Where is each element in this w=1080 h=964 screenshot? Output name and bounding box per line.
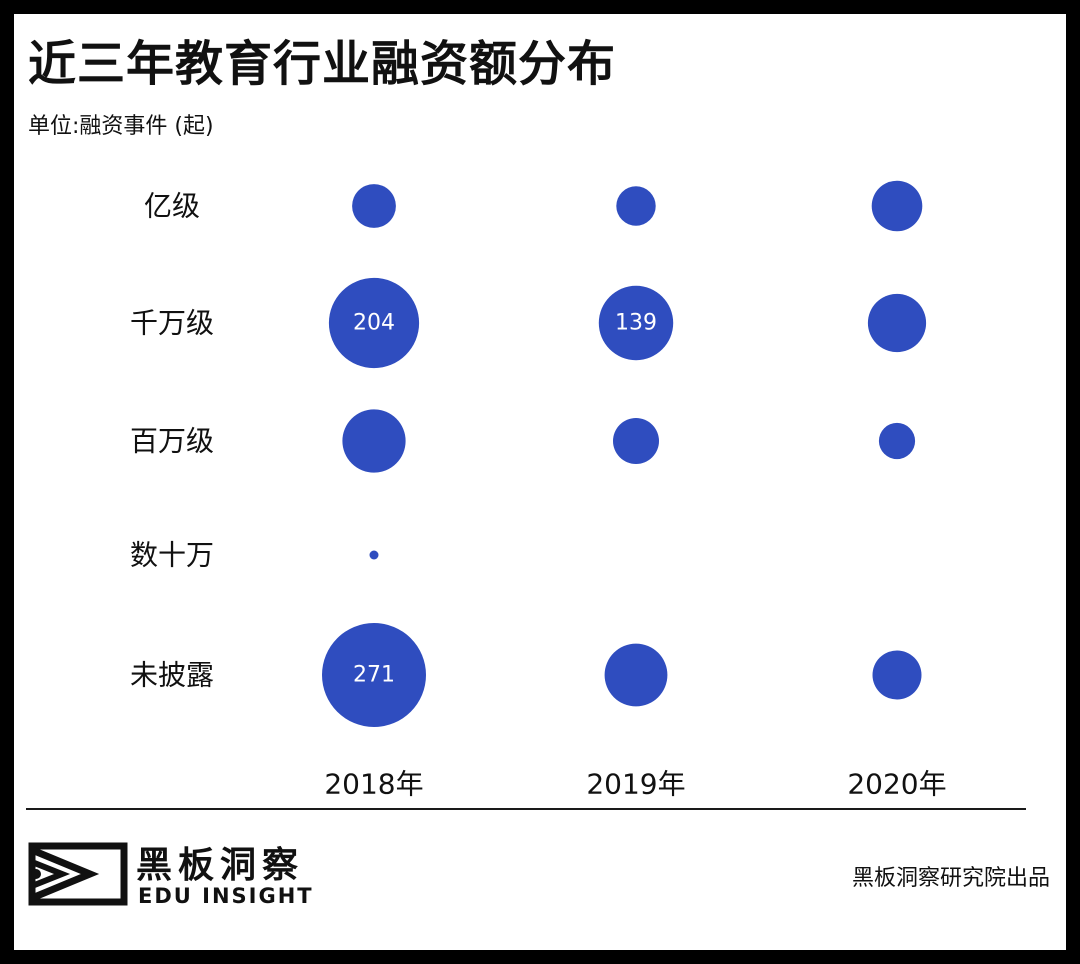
bubble-data-label: 271	[353, 663, 395, 688]
y-tick-label: 千万级	[130, 307, 214, 340]
chart-card	[14, 14, 1066, 950]
bubble-point	[328, 277, 420, 369]
bubble-point	[867, 293, 927, 353]
edu-insight-logo-icon	[28, 842, 128, 906]
bubble-point	[342, 409, 406, 473]
chart-subtitle: 单位:融资事件 (起)	[28, 114, 214, 139]
y-tick-label: 亿级	[144, 190, 200, 223]
x-tick-label: 2019年	[586, 768, 685, 801]
x-tick-label: 2018年	[324, 768, 423, 801]
bubble-data-label: 204	[353, 311, 395, 336]
chart-title: 近三年教育行业融资额分布	[28, 36, 617, 92]
y-tick-label: 未披露	[130, 659, 214, 692]
x-tick-label: 2020年	[847, 768, 946, 801]
credit-text: 黑板洞察研究院出品	[851, 866, 1050, 891]
bubble-point	[598, 285, 674, 361]
bubble-point	[369, 550, 379, 560]
footer-divider	[26, 808, 1026, 810]
bubble-point	[613, 418, 659, 464]
bubble-point	[871, 180, 923, 232]
brand-name-en: EDU INSIGHT	[138, 884, 314, 908]
brand-name-cn: 黑板洞察	[136, 845, 305, 886]
y-tick-label: 数十万	[130, 539, 214, 572]
bubble-point	[872, 650, 922, 700]
y-tick-label: 百万级	[130, 425, 214, 458]
bubble-data-label: 139	[615, 311, 657, 336]
bubble-point	[352, 184, 396, 228]
bubble-point	[322, 623, 426, 727]
bubble-point	[604, 643, 668, 707]
bubble-point	[616, 186, 656, 226]
bubble-point	[878, 422, 916, 460]
